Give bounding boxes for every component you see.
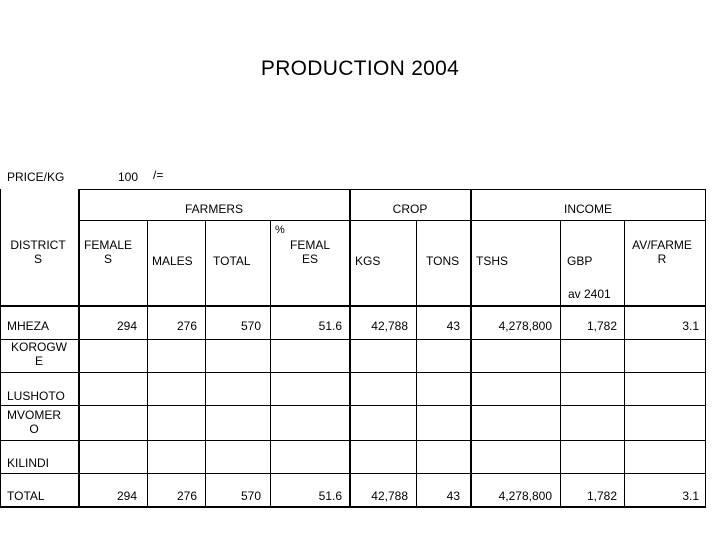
cell-percent-females: 51.6: [318, 319, 342, 333]
grid-line: [205, 220, 206, 507]
grid-line: [0, 405, 706, 406]
grid-line: [78, 220, 349, 221]
grid-line: [0, 339, 706, 340]
column-header-total: TOTAL: [213, 254, 251, 268]
page-title: PRODUCTION 2004: [260, 57, 460, 80]
column-header-percent-females: FEMAL ES: [290, 238, 330, 266]
column-header-av-farmer: AV/FARME R: [625, 238, 699, 266]
group-header-farmers: FARMERS: [184, 202, 243, 216]
column-header-line: AV/FARME: [632, 238, 692, 252]
column-header-line: FEMALE: [83, 238, 132, 252]
district-name-line: MVOMER: [7, 408, 61, 422]
group-header-income: INCOME: [564, 202, 612, 216]
column-header-kgs: KGS: [355, 254, 381, 268]
grid-line: [78, 189, 80, 507]
cell-tshs: 4,278,800: [498, 319, 552, 333]
column-header-females: FEMALE S: [78, 238, 138, 266]
grid-line: [560, 220, 561, 507]
grid-line: [0, 372, 706, 373]
column-header-gbp: GBP: [567, 254, 593, 268]
grid-line: [0, 440, 706, 441]
grid-line: [78, 189, 705, 190]
cell-tshs: 4,278,800: [498, 489, 552, 503]
district-name: LUSHOTO: [7, 389, 65, 403]
district-name-line: LUSHOTO: [7, 389, 65, 403]
cell-males: 276: [176, 319, 197, 333]
column-header-percent-sign: %: [275, 224, 285, 236]
district-name: KILINDI: [7, 456, 49, 470]
district-name: KOROGW E: [2, 340, 76, 368]
grid-line: [416, 220, 417, 507]
cell-kgs: 42,788: [371, 319, 408, 333]
column-header-districts: DISTRICT S: [0, 238, 76, 266]
cell-gbp: 1,782: [586, 489, 617, 503]
cell-percent-females: 51.6: [318, 489, 342, 503]
cell-kgs: 42,788: [371, 489, 408, 503]
grid-line: [349, 189, 351, 507]
cell-gbp: 1,782: [586, 319, 617, 333]
district-name-line: KOROGW: [11, 340, 67, 354]
grid-line: [624, 220, 625, 507]
column-header-males: MALES: [152, 254, 193, 268]
grid-line: [0, 189, 1, 507]
column-header-tons: TONS: [426, 254, 460, 268]
cell-tons: 43: [446, 489, 460, 503]
cell-females: 294: [116, 489, 137, 503]
grid-line: [470, 189, 472, 507]
grid-line: [270, 220, 271, 507]
total-label: TOTAL: [7, 489, 45, 503]
district-name-line: MHEZA: [7, 319, 49, 333]
column-header-line: ES: [301, 252, 318, 266]
average-note: av 2401: [568, 287, 611, 301]
district-name-line: O: [29, 422, 39, 436]
column-header-line: DISTRICT: [10, 238, 66, 252]
district-name-line: E: [34, 354, 43, 368]
price-unit: /=: [153, 168, 164, 182]
district-name: MHEZA: [7, 319, 49, 333]
grid-line: [0, 473, 706, 474]
group-header-crop: CROP: [392, 202, 428, 216]
column-header-line: S: [33, 252, 42, 266]
grid-line: [147, 220, 148, 507]
cell-tons: 43: [446, 319, 460, 333]
cell-av-farmer: 3.1: [682, 489, 699, 503]
column-header-line: S: [103, 252, 112, 266]
grid-line: [0, 305, 706, 307]
district-name-line: KILINDI: [7, 456, 50, 470]
cell-av-farmer: 3.1: [682, 319, 699, 333]
price-value: 100: [118, 170, 139, 184]
grid-line: [349, 220, 470, 221]
grid-line: [705, 189, 706, 507]
cell-females: 294: [116, 319, 137, 333]
grid-line: [0, 506, 706, 508]
cell-males: 276: [176, 489, 197, 503]
grid-line: [470, 220, 705, 221]
cell-total: 570: [240, 319, 261, 333]
column-header-tshs: TSHS: [476, 254, 509, 268]
price-label: PRICE/KG: [7, 170, 65, 184]
district-name: MVOMER O: [2, 408, 66, 436]
column-header-line: R: [657, 252, 667, 266]
cell-total: 570: [240, 489, 261, 503]
column-header-line: FEMAL: [290, 238, 331, 252]
